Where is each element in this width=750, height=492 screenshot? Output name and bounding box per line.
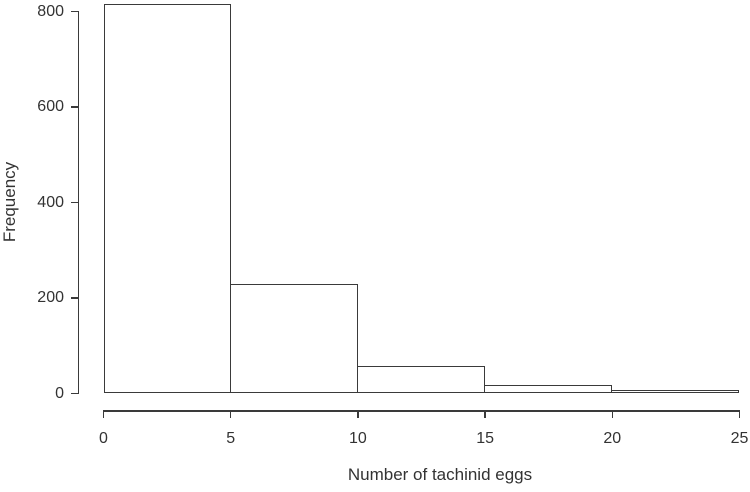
y-tick (71, 106, 79, 108)
x-axis-title: Number of tachinid eggs (347, 465, 533, 484)
y-tick (71, 297, 79, 299)
x-tick (738, 410, 741, 418)
x-axis-line (102, 410, 741, 412)
x-tick-label: 25 (730, 430, 749, 447)
x-tick (102, 410, 105, 418)
x-tick (229, 410, 232, 418)
y-tick (71, 392, 79, 395)
histogram-bar (103, 4, 231, 394)
x-tick-label: 5 (226, 430, 236, 447)
histogram-bar (485, 385, 613, 394)
histogram-bar (612, 390, 740, 394)
y-tick-label: 200 (37, 289, 64, 306)
histogram-bar (357, 366, 486, 394)
y-tick-label: 0 (55, 384, 64, 402)
y-tick (71, 201, 79, 204)
x-tick (611, 410, 614, 418)
x-tick (357, 410, 359, 418)
x-tick (484, 410, 486, 418)
x-tick-label: 15 (476, 430, 494, 447)
y-tick (71, 10, 79, 13)
y-tick-label: 800 (37, 2, 64, 20)
x-tick-label: 0 (99, 430, 108, 447)
y-tick-label: 600 (37, 98, 64, 115)
y-tick-label: 400 (37, 193, 64, 211)
y-axis-title: Frequency (0, 161, 19, 243)
x-tick-label: 10 (348, 430, 367, 447)
x-tick-label: 20 (603, 430, 622, 447)
histogram-bar (230, 283, 358, 394)
